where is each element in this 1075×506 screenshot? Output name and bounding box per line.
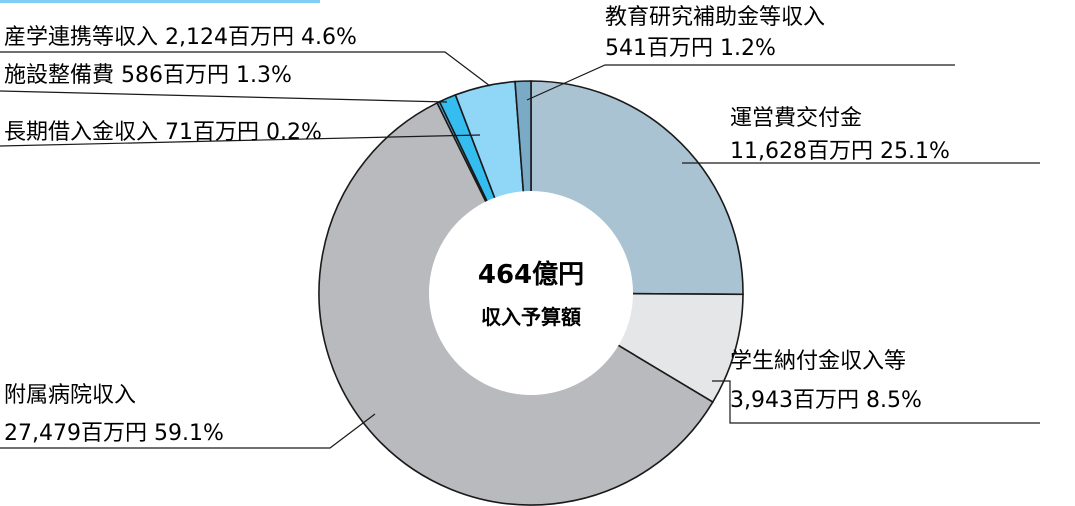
slice-label-name: 学生納付金収入等: [730, 349, 906, 374]
slice-labels: 運営費交付金 11,628百万円 25.1% 学生納付金収入等 3,943百万円 8.…: [4, 5, 950, 446]
slice-label: 施設整備費 586百万円 1.3%: [4, 63, 292, 88]
leader-line: [0, 51, 491, 87]
slice-label-value: 3,943百万円 8.5%: [730, 388, 922, 413]
slice-label-value: 11,628百万円 25.1%: [730, 139, 950, 164]
top-accent-bar: [0, 0, 320, 3]
slice-label: 長期借入金収入 71百万円 0.2%: [4, 120, 322, 145]
leader-line: [0, 134, 481, 147]
leader-line: [526, 64, 955, 101]
slice-label-name: 附属病院収入: [4, 383, 136, 408]
slice-label-value: 27,479百万円 59.1%: [4, 421, 224, 446]
leader-line: [0, 90, 448, 103]
donut-hole: [429, 191, 633, 395]
slice-label: 産学連携等収入 2,124百万円 4.6%: [4, 25, 357, 50]
leader-line: [0, 413, 376, 449]
slice-label-name: 運営費交付金: [730, 106, 862, 131]
leader-line: [712, 380, 1040, 424]
center-title: 464億円: [478, 260, 584, 290]
center-subtitle: 収入予算額: [481, 305, 581, 329]
slice-label-value: 541百万円 1.2%: [605, 36, 776, 61]
slice-label-name: 教育研究補助金等収入: [605, 5, 825, 30]
leader-lines: [0, 51, 1040, 449]
